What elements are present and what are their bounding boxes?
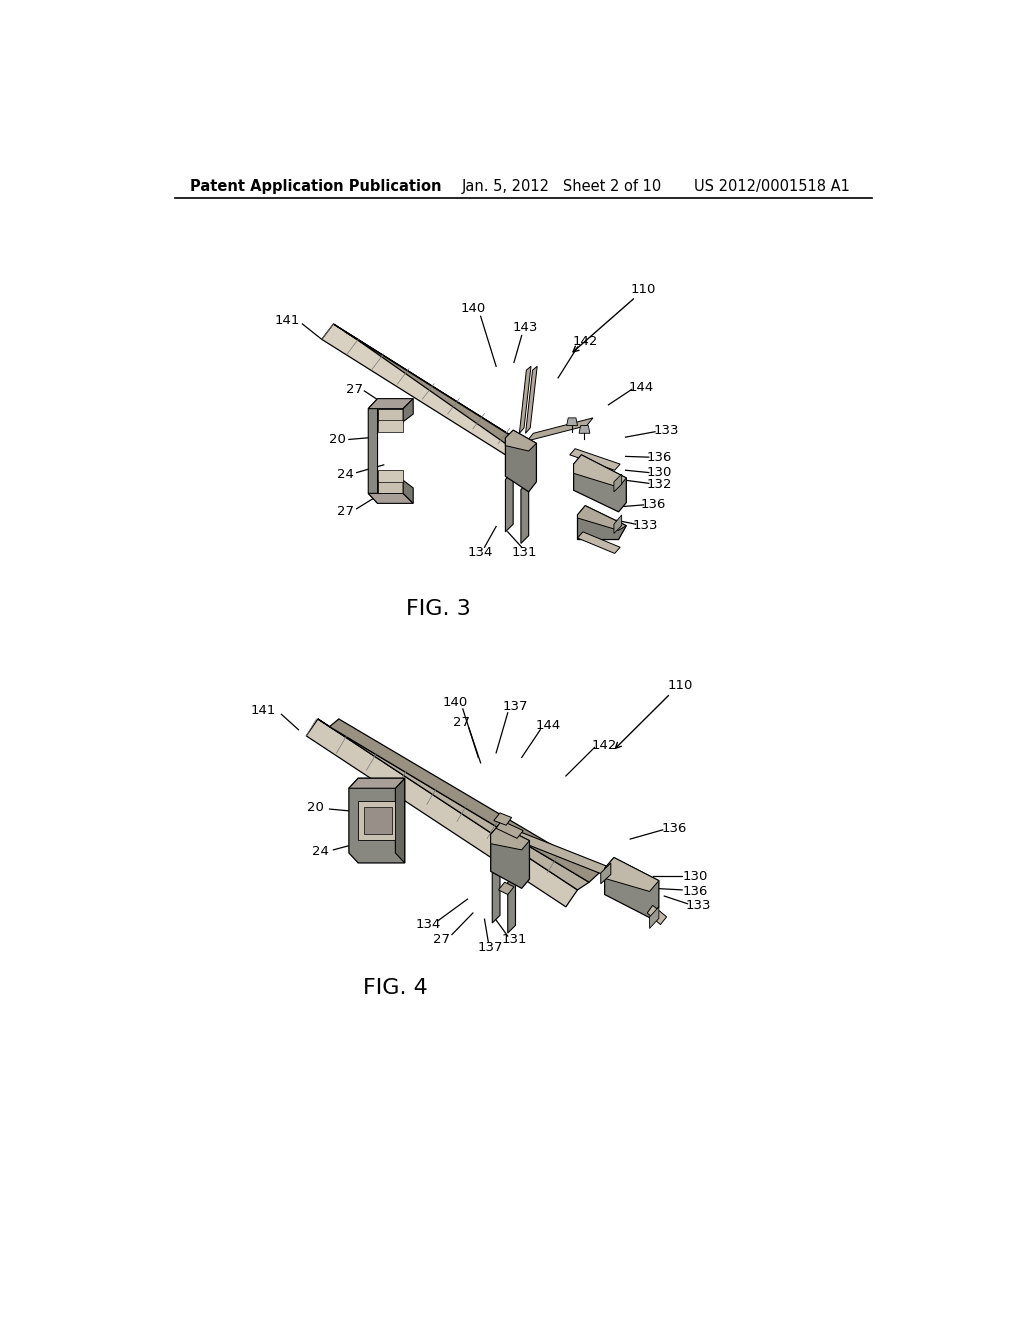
Polygon shape [614, 474, 622, 492]
Text: 133: 133 [653, 425, 679, 437]
Polygon shape [345, 331, 535, 459]
Polygon shape [506, 471, 513, 532]
Text: 140: 140 [460, 302, 485, 315]
Polygon shape [521, 482, 528, 544]
Text: Jan. 5, 2012   Sheet 2 of 10: Jan. 5, 2012 Sheet 2 of 10 [461, 180, 662, 194]
Text: 136: 136 [683, 884, 708, 898]
Polygon shape [604, 858, 658, 917]
Text: 134: 134 [468, 546, 494, 560]
Polygon shape [490, 825, 529, 888]
Text: 132: 132 [647, 478, 673, 491]
Polygon shape [330, 719, 599, 882]
Polygon shape [496, 821, 523, 838]
Polygon shape [527, 418, 593, 441]
Polygon shape [378, 470, 403, 482]
Text: 136: 136 [662, 822, 687, 834]
Polygon shape [334, 323, 535, 451]
Text: 131: 131 [512, 546, 538, 560]
Text: FIG. 3: FIG. 3 [406, 599, 470, 619]
Polygon shape [604, 858, 658, 891]
Polygon shape [578, 506, 627, 531]
Text: 27: 27 [433, 933, 451, 945]
Text: 142: 142 [572, 335, 598, 348]
Polygon shape [649, 907, 658, 928]
Polygon shape [369, 494, 414, 503]
Text: 133: 133 [633, 519, 658, 532]
Polygon shape [573, 455, 627, 487]
Text: 130: 130 [683, 870, 708, 883]
Text: 141: 141 [251, 704, 276, 717]
Polygon shape [378, 420, 403, 432]
Text: 137: 137 [478, 941, 504, 954]
Text: 130: 130 [647, 466, 673, 479]
Polygon shape [365, 807, 391, 834]
Text: 136: 136 [641, 499, 667, 511]
Polygon shape [512, 830, 628, 882]
Text: 20: 20 [329, 433, 346, 446]
Text: 141: 141 [274, 314, 300, 326]
Text: 110: 110 [667, 678, 692, 692]
Polygon shape [493, 866, 500, 923]
Polygon shape [566, 418, 578, 425]
Text: 144: 144 [536, 719, 561, 733]
Text: 136: 136 [647, 450, 673, 463]
Polygon shape [506, 430, 537, 492]
Text: 142: 142 [592, 739, 617, 751]
Text: FIG. 4: FIG. 4 [362, 978, 428, 998]
Polygon shape [579, 425, 590, 433]
Text: Patent Application Publication: Patent Application Publication [190, 180, 441, 194]
Polygon shape [601, 863, 611, 884]
Polygon shape [378, 409, 403, 422]
Polygon shape [578, 532, 621, 553]
Polygon shape [614, 515, 622, 533]
Text: 140: 140 [442, 696, 468, 709]
Polygon shape [395, 779, 404, 863]
Polygon shape [494, 813, 512, 825]
Text: 131: 131 [501, 933, 526, 946]
Polygon shape [349, 779, 404, 788]
Text: 143: 143 [512, 321, 538, 334]
Polygon shape [490, 825, 529, 850]
Text: 137: 137 [503, 700, 528, 713]
Polygon shape [578, 506, 627, 540]
Polygon shape [306, 719, 578, 907]
Text: 24: 24 [337, 467, 353, 480]
Polygon shape [499, 882, 514, 895]
Text: 27: 27 [337, 504, 353, 517]
Polygon shape [369, 399, 378, 503]
Polygon shape [508, 875, 515, 933]
Polygon shape [317, 719, 589, 890]
Polygon shape [525, 367, 538, 433]
Polygon shape [358, 801, 395, 840]
Polygon shape [369, 399, 414, 409]
Polygon shape [403, 480, 414, 503]
Text: 27: 27 [346, 383, 362, 396]
Polygon shape [322, 323, 523, 459]
Polygon shape [573, 455, 627, 512]
Polygon shape [506, 430, 537, 451]
Text: 110: 110 [631, 282, 656, 296]
Polygon shape [519, 367, 531, 433]
Text: 20: 20 [307, 801, 324, 814]
Text: 144: 144 [629, 381, 653, 395]
Polygon shape [569, 449, 621, 470]
Text: 134: 134 [416, 917, 441, 931]
Polygon shape [349, 779, 404, 863]
Text: US 2012/0001518 A1: US 2012/0001518 A1 [693, 180, 850, 194]
Text: 133: 133 [686, 899, 711, 912]
Polygon shape [647, 906, 667, 924]
Text: 27: 27 [453, 715, 470, 729]
Text: 24: 24 [311, 845, 329, 858]
Polygon shape [403, 399, 414, 422]
Polygon shape [378, 480, 403, 494]
